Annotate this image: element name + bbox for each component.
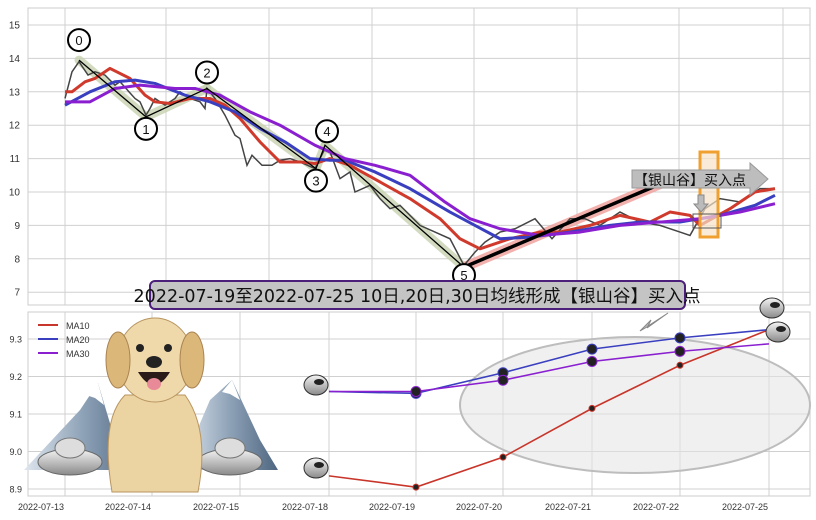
- y-tick-label: 13: [9, 87, 21, 98]
- data-point-ma30: [497, 374, 509, 386]
- y-tick-label: 8: [14, 254, 20, 265]
- ingot-bowl-icon-detail: [314, 379, 324, 385]
- x-tick-label: 2022-07-18: [282, 502, 328, 512]
- x-tick-label: 2022-07-22: [633, 502, 679, 512]
- x-tick-label: 2022-07-15: [193, 502, 239, 512]
- x-tick-label: 2022-07-13: [18, 502, 64, 512]
- series-line-ma10: [328, 328, 770, 488]
- y-tick-label: 9.1: [9, 410, 22, 420]
- ingot-bowl-icon: [759, 297, 785, 319]
- legend: MA10 MA20 MA30: [38, 321, 90, 359]
- zigzag-marker-label: 1: [142, 122, 149, 137]
- pointer-arrow-icon: [639, 312, 669, 332]
- x-tick-label: 2022-07-19: [369, 502, 415, 512]
- title-box: [149, 280, 686, 310]
- data-point-ma10: [412, 483, 420, 491]
- data-point-ma30: [586, 356, 598, 367]
- y-tick-label: 9.2: [9, 372, 22, 382]
- zigzag-marker-label: 3: [312, 174, 319, 189]
- data-point-ma20: [586, 343, 598, 355]
- series-line-ma20: [328, 328, 770, 395]
- y-tick-label: 7: [14, 288, 20, 299]
- y-tick-label: 12: [9, 121, 21, 132]
- x-tick-label: 2022-07-25: [722, 502, 768, 512]
- series-line-ma30: [329, 343, 770, 393]
- data-point-ma30: [410, 386, 422, 397]
- series-line-ma10: [65, 66, 776, 251]
- series-line-ma20: [64, 78, 776, 241]
- y-tick-label: 15: [9, 21, 21, 32]
- y-tick-label: 9: [14, 221, 20, 232]
- zigzag-marker-label: 0: [75, 33, 82, 48]
- ingot-bowl-icon-detail: [770, 302, 780, 308]
- legend-label-ma30: MA30: [66, 349, 90, 359]
- y-tick-label: 8.9: [9, 485, 22, 495]
- ingot-bowl-icon: [765, 321, 791, 343]
- zigzag-marker-circle: [134, 116, 158, 141]
- y-tick-label: 9.0: [9, 447, 22, 457]
- y-tick-label: 14: [9, 54, 21, 65]
- signal-arrow-box: [631, 161, 769, 197]
- legend-label-ma20: MA20: [66, 335, 90, 345]
- zigzag-marker-label: 4: [323, 124, 330, 139]
- data-point-ma30: [674, 345, 686, 357]
- zigzag-line: [78, 59, 465, 268]
- data-point-ma10: [499, 453, 507, 461]
- series-line-ma30: [65, 83, 776, 237]
- zigzag-marker-circle: [195, 60, 219, 85]
- zigzag-marker-circle: [315, 119, 339, 144]
- chart-title: 2022-07-19至2022-07-25 10日,20日,30日均线形成【银山…: [134, 287, 701, 307]
- y-tick-label: 11: [10, 154, 21, 165]
- trend-line: [463, 180, 666, 269]
- signal-box: [692, 213, 722, 229]
- down-arrow-icon: [692, 194, 710, 213]
- ingot-bowl-icon: [303, 457, 329, 479]
- y-tick-label: 9.3: [9, 335, 22, 345]
- ingot-bowl-icon-detail: [776, 326, 786, 332]
- dog-mountain-illustration: [24, 317, 278, 493]
- data-point-ma10: [588, 404, 596, 412]
- zigzag-marker-label: 5: [460, 268, 467, 283]
- ingot-bowl-icon-detail: [314, 462, 324, 468]
- x-tick-label: 2022-07-20: [456, 502, 502, 512]
- data-point-ma10: [676, 361, 684, 369]
- data-point-ma20: [674, 332, 686, 344]
- y-tick-label: 10: [9, 188, 21, 199]
- price-plot-area: [27, 7, 811, 306]
- zigzag-marker-label: 2: [203, 65, 210, 80]
- x-tick-label: 2022-07-14: [105, 502, 151, 512]
- ingot-bowl-icon: [303, 374, 329, 396]
- zigzag-marker-circle: [304, 168, 328, 193]
- legend-label-ma10: MA10: [66, 321, 90, 331]
- x-tick-label: 2022-07-21: [545, 502, 591, 512]
- signal-label: 【银山谷】买入点: [634, 172, 746, 188]
- zigzag-marker-circle: [67, 28, 91, 53]
